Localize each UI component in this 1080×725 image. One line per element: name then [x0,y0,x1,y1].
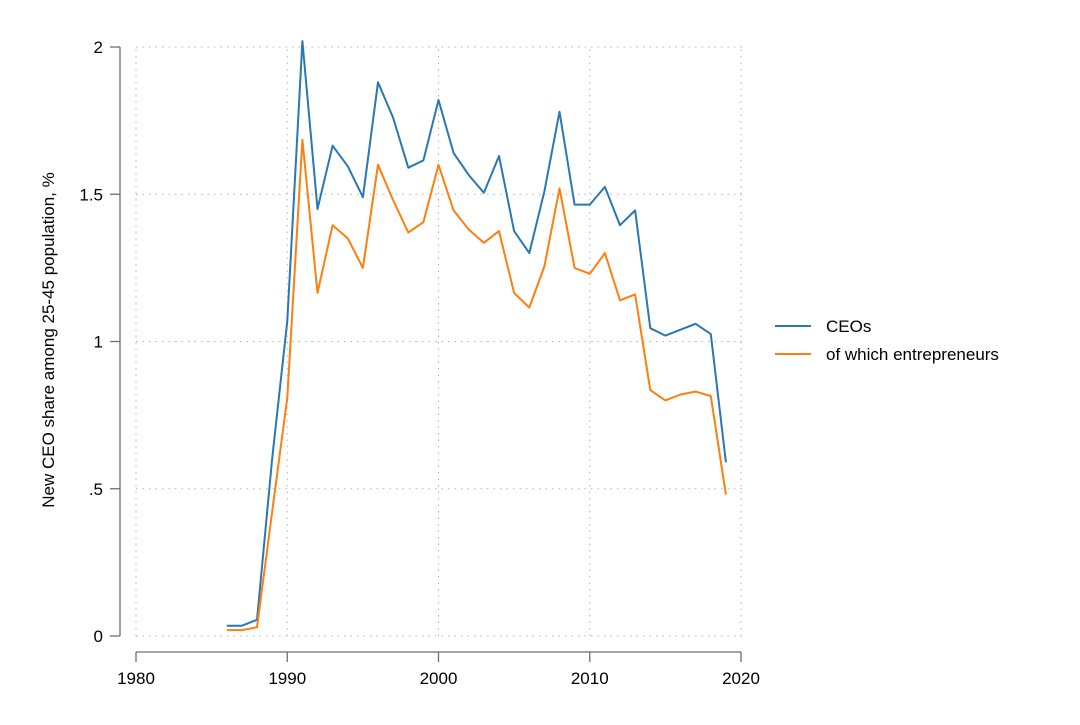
y-tick-label: 1.5 [79,185,103,204]
series-lines [226,40,727,632]
y-tick-label: 2 [94,38,103,57]
legend: CEOs of which entrepreneurs [775,317,999,364]
y-axis-title: New CEO share among 25-45 population, % [39,172,58,507]
x-tick-label: 2020 [722,669,760,688]
legend-label-2: of which entrepreneurs [826,345,999,364]
x-tick-label: 1980 [117,669,155,688]
axes: 0 .5 1 1.5 2 1980 1990 2000 2010 2020 [79,38,760,688]
x-tick-label: 1990 [268,669,306,688]
y-tick-label: 0 [94,627,103,646]
x-tick-label: 2010 [571,669,609,688]
gridlines [135,46,745,637]
series-line-2 [226,138,727,632]
x-tick-label: 2000 [420,669,458,688]
y-tick-label: .5 [89,480,103,499]
y-tick-label: 1 [94,333,103,352]
legend-label-1: CEOs [826,317,871,336]
series-line-1 [226,40,727,627]
